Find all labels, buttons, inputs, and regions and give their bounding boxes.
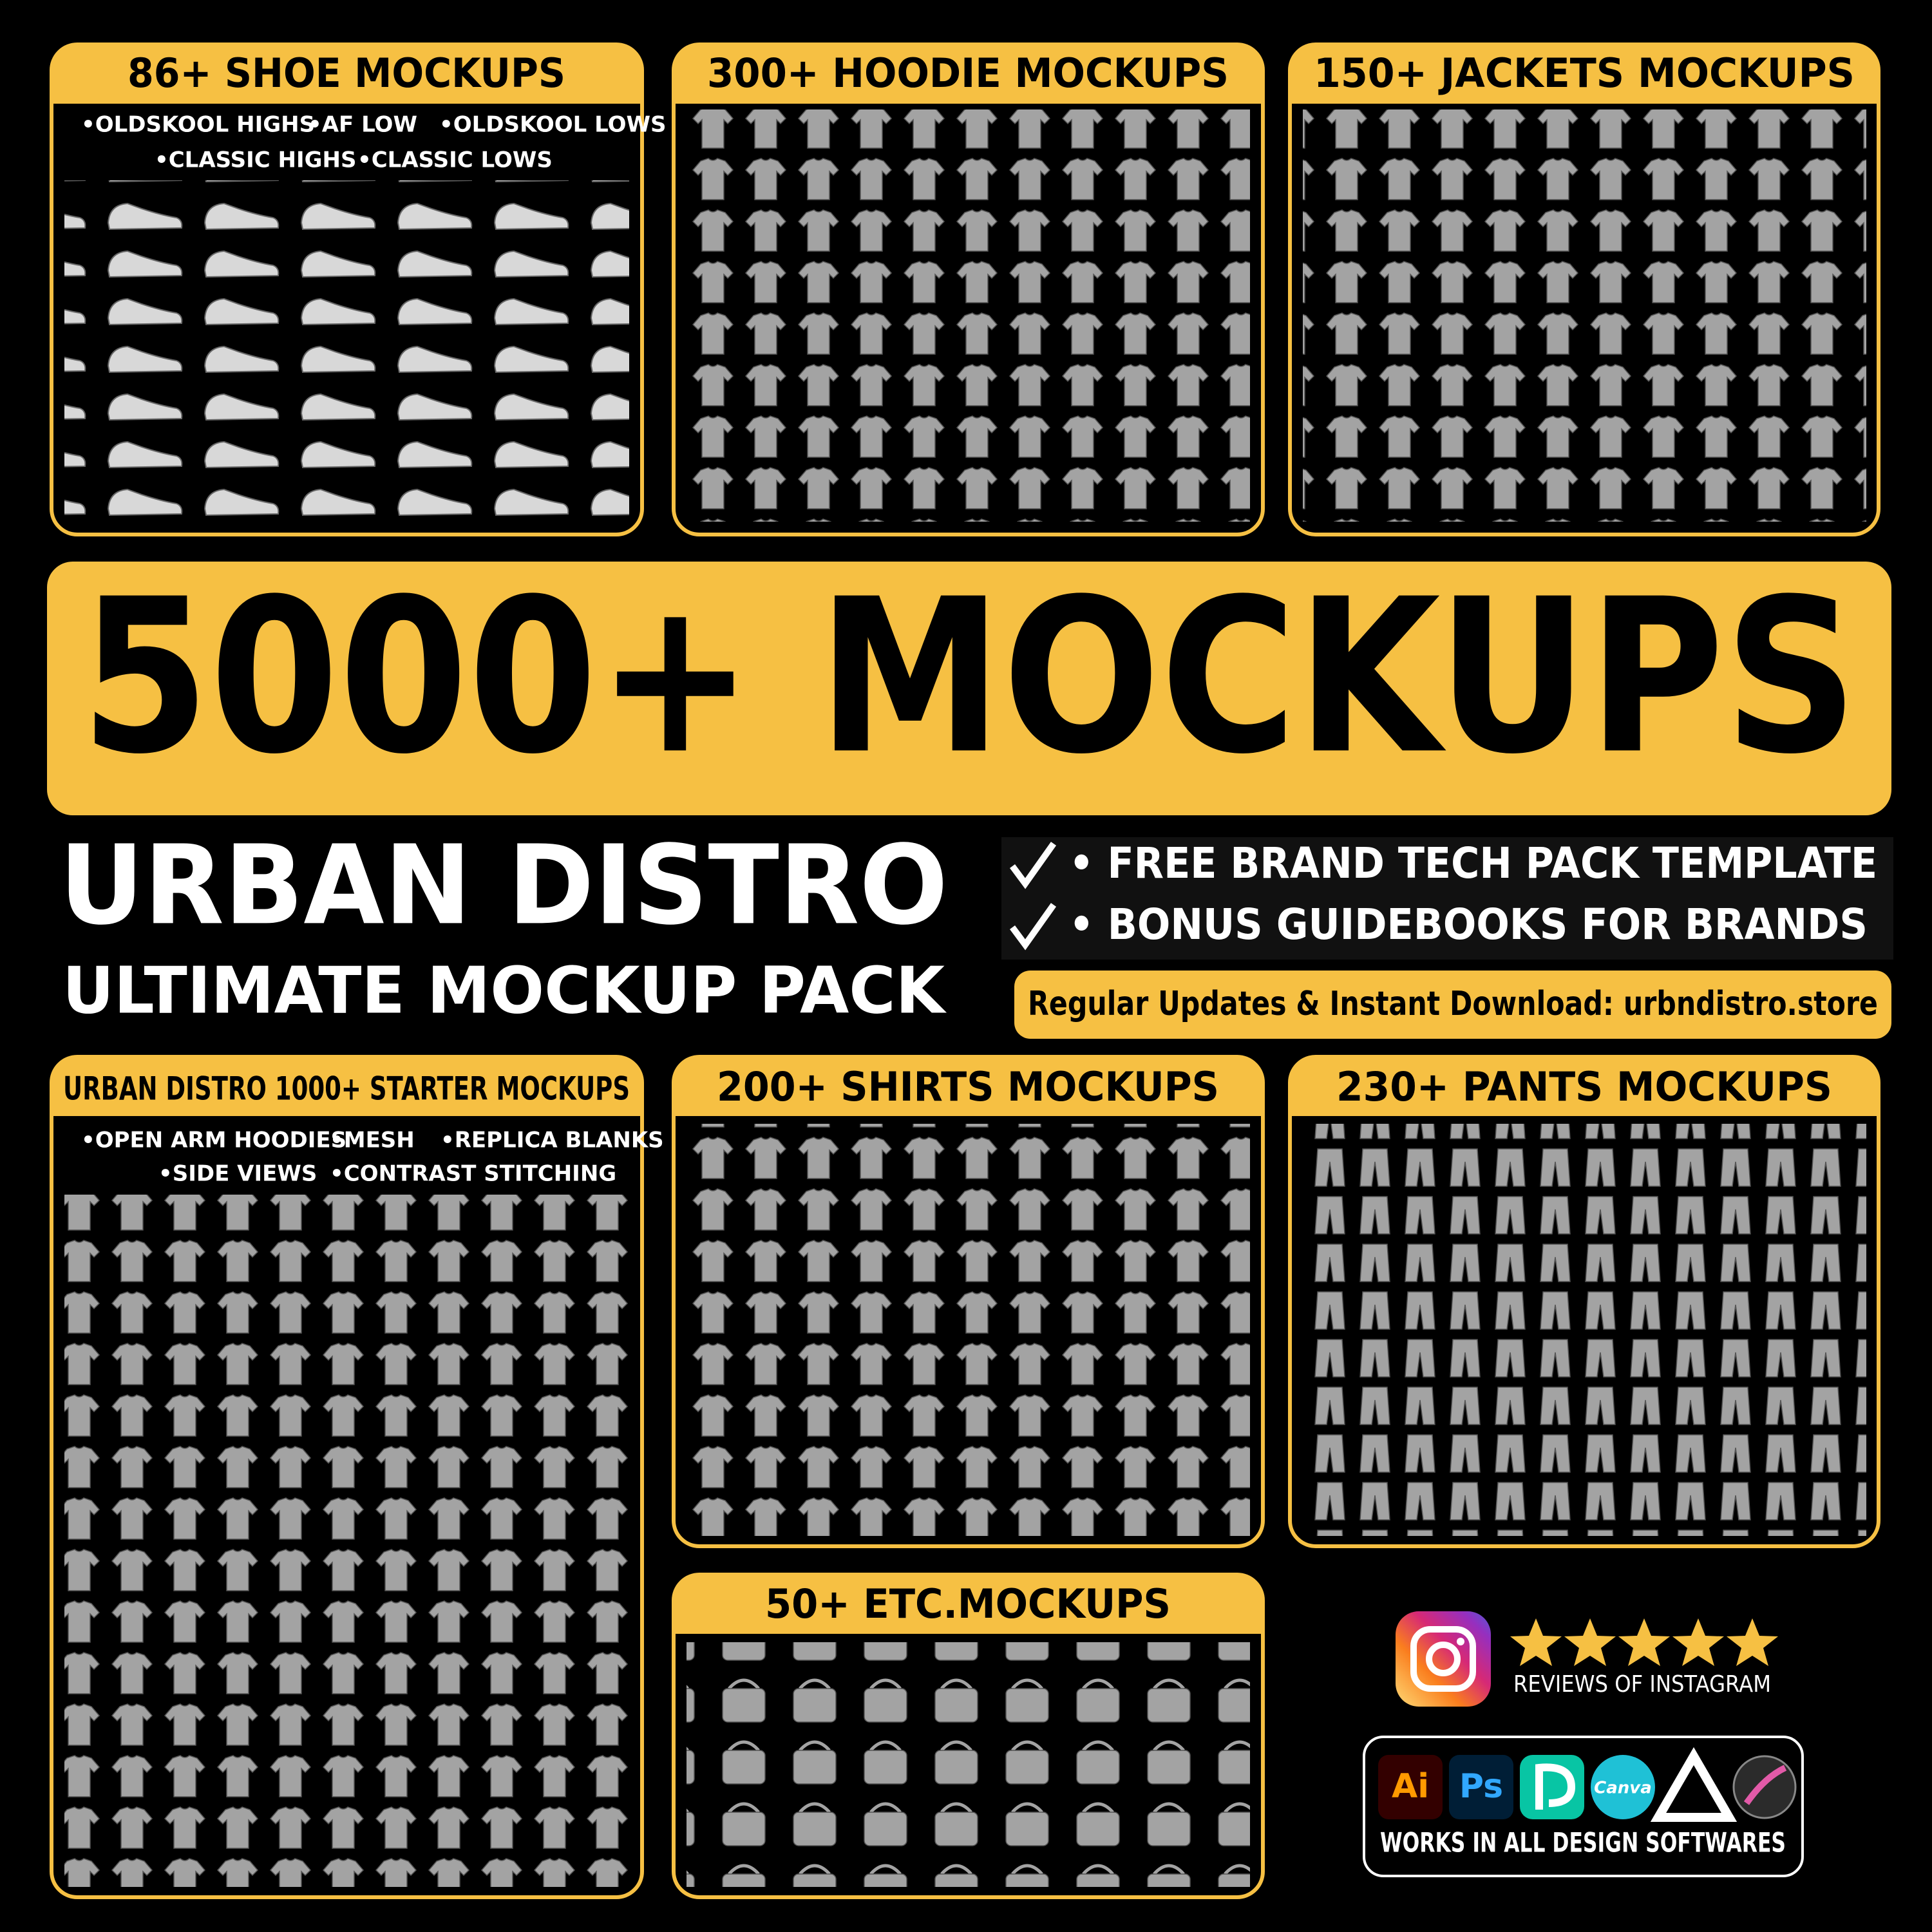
panel-header [676,77,1261,104]
brand-name: URBAN DISTRO [59,822,948,949]
instagram-glyph [1410,1626,1476,1692]
instagram-icon [1396,1611,1491,1707]
panel-title: 86+ SHOE MOCKUPS [128,50,565,97]
canva-icon [1591,1755,1655,1819]
jacket-thumbnails [1303,109,1866,522]
starter-panel: URBAN DISTRO 1000+ STARTER MOCKUPS •OPEN… [50,1055,664,1899]
reviews: REVIEWS OF INSTAGRAM [1396,1611,1778,1707]
picsart-glyph [1535,1763,1576,1810]
panel-title: 150+ JACKETS MOCKUPS [1314,50,1855,97]
bullet: •CONTRAST STITCHING [330,1161,616,1187]
ps-icon [1449,1755,1513,1819]
affinity-icon [1650,1747,1738,1822]
bullet: •CLASSIC LOWS [357,147,553,173]
banner [47,562,1891,815]
panel-title: 300+ HOODIE MOCKUPS [707,50,1229,97]
etc-panel: 50+ ETC.MOCKUPS [672,1573,1265,1899]
stars [1510,1618,1778,1666]
software-box: Ai Ps Canva WORKS IN ALL DESIGN SOFTWARE… [1363,1736,1804,1877]
pants-panel: 230+ PANTS MOCKUPS [1288,1055,1880,1548]
bullet: •OPEN ARM HOODIES [81,1128,346,1153]
panel-header [53,77,640,104]
bullet: •AF LOW [308,112,417,138]
etc-thumbnails [687,1642,1250,1887]
shirt-thumbnails [687,1124,1250,1536]
ai-label: Ai [1392,1767,1429,1806]
brand-tagline: ULTIMATE MOCKUP PACK [62,952,947,1028]
bonus-item: • BONUS GUIDEBOOKS FOR BRANDS [1069,900,1868,949]
star [1510,1618,1562,1666]
jacket-panel: 150+ JACKETS MOCKUPS [1288,43,1880,536]
instagram-glyph [1426,1642,1461,1676]
canva-label: Canva [1594,1779,1652,1798]
bullet: •CLASSIC HIGHS [155,147,357,173]
star [1618,1618,1670,1666]
panel-title: 200+ SHIRTS MOCKUPS [717,1063,1219,1110]
bullet: •OLDSKOOL HIGHS [81,112,315,138]
ps-label: Ps [1459,1767,1503,1806]
star [1672,1618,1724,1666]
panel-title: 50+ ETC.MOCKUPS [765,1580,1171,1627]
panel-title: 230+ PANTS MOCKUPS [1336,1063,1832,1110]
software-label: WORKS IN ALL DESIGN SOFTWARES [1380,1827,1786,1859]
bullet: •MESH [330,1128,415,1153]
ai-icon [1378,1755,1443,1819]
shoe-panel: 86+ SHOE MOCKUPS •OLDSKOOL HIGHS •AF LOW… [50,43,666,536]
check-icon [1009,903,1057,951]
panel-header [1292,77,1877,104]
bullet: •OLDSKOOL LOWS [439,112,666,138]
panel-header [676,1607,1261,1634]
bullet: •SIDE VIEWS [158,1161,317,1187]
pants-thumbnails [1303,1124,1866,1536]
panel-title: URBAN DISTRO 1000+ STARTER MOCKUPS [63,1070,630,1108]
shoe-thumbnails [64,180,629,522]
starter-thumbnails [64,1195,629,1887]
procreate-icon [1732,1755,1797,1819]
bonus-box [1001,837,1893,960]
bullet: •REPLICA BLANKS [440,1128,664,1153]
star [1564,1618,1616,1666]
headline: 5000+ MOCKUPS [80,553,1858,800]
shirt-panel: 200+ SHIRTS MOCKUPS [672,1055,1265,1548]
bonus-item: • FREE BRAND TECH PACK TEMPLATE [1069,838,1877,888]
hoodie-thumbnails [687,109,1250,522]
procreate-glyph [1743,1765,1787,1805]
panel-header [676,1090,1261,1116]
reviews-label: REVIEWS OF INSTAGRAM [1513,1671,1771,1698]
panel-header [53,1090,640,1116]
check-icon [1009,842,1057,889]
panel-header [1292,1090,1877,1116]
hoodie-panel: 300+ HOODIE MOCKUPS [672,43,1265,536]
download-pill [1014,971,1891,1039]
star [1727,1618,1778,1666]
download-note: Regular Updates & Instant Download: urbn… [1028,985,1878,1023]
instagram-glyph [1457,1638,1464,1645]
